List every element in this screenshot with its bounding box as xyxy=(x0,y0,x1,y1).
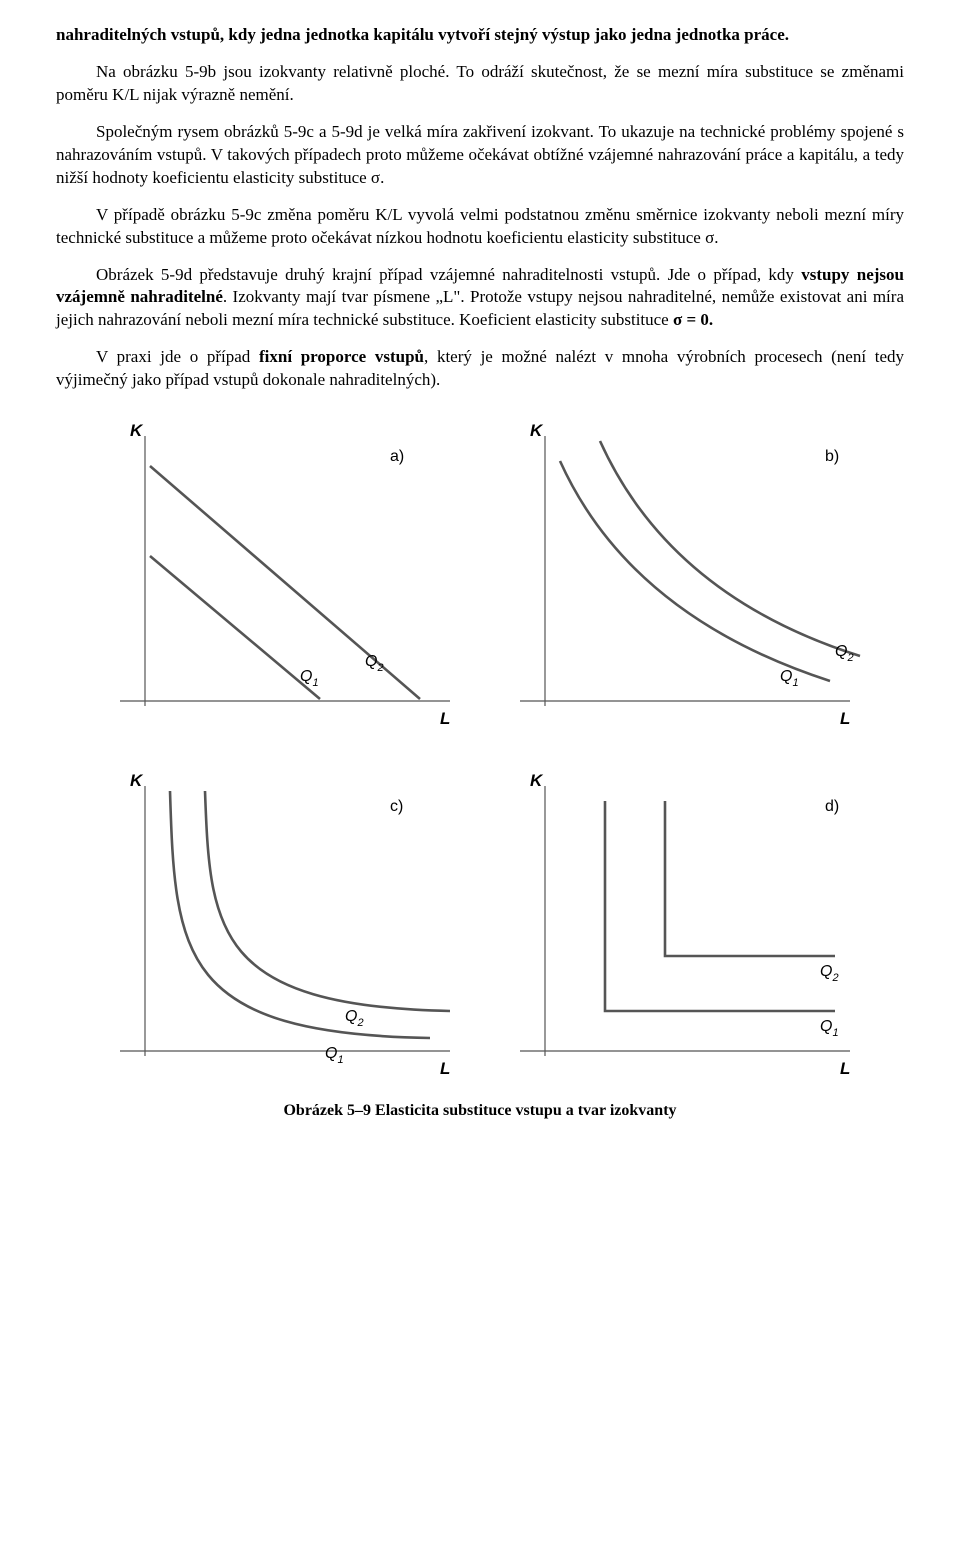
svg-text:K: K xyxy=(130,771,144,790)
panel-b-label: b) xyxy=(825,448,839,465)
p6-bold: fixní proporce vstupů xyxy=(259,347,424,366)
paragraph-5: Obrázek 5-9d představuje druhý krajní př… xyxy=(56,264,904,333)
panel-a-label: a) xyxy=(390,448,404,465)
figure-panel-c: K L c) Q1 Q2 xyxy=(90,756,470,1096)
axis-l-label: L xyxy=(440,709,450,728)
svg-text:K: K xyxy=(530,771,544,790)
panel-d-label: d) xyxy=(825,798,839,815)
svg-text:Q1: Q1 xyxy=(780,668,799,689)
figure-row-1: K L a) Q1 Q2 K L b) Q1 Q2 xyxy=(56,406,904,746)
svg-text:L: L xyxy=(840,1059,850,1078)
figure-panel-b: K L b) Q1 Q2 xyxy=(490,406,870,746)
p1-bold: nahraditelných vstupů, kdy jedna jednotk… xyxy=(56,25,789,44)
figure-row-2: K L c) Q1 Q2 K L d) Q1 Q2 xyxy=(56,756,904,1096)
svg-text:Q2: Q2 xyxy=(835,643,854,664)
figure-panel-a: K L a) Q1 Q2 xyxy=(90,406,470,746)
svg-text:K: K xyxy=(530,421,544,440)
paragraph-2: Na obrázku 5-9b jsou izokvanty relativně… xyxy=(56,61,904,107)
svg-text:Q2: Q2 xyxy=(365,653,384,674)
panel-c-label: c) xyxy=(390,798,403,815)
paragraph-3: Společným rysem obrázků 5-9c a 5-9d je v… xyxy=(56,121,904,190)
svg-text:L: L xyxy=(840,709,850,728)
svg-text:Q1: Q1 xyxy=(325,1045,344,1066)
figure-caption: Obrázek 5–9 Elasticita substituce vstupu… xyxy=(56,1100,904,1122)
svg-text:L: L xyxy=(440,1059,450,1078)
paragraph-4: V případě obrázku 5-9c změna poměru K/L … xyxy=(56,204,904,250)
axis-k-label: K xyxy=(130,421,144,440)
p5-bold2: σ = 0. xyxy=(673,310,713,329)
figure-panel-d: K L d) Q1 Q2 xyxy=(490,756,870,1096)
svg-text:Q2: Q2 xyxy=(820,963,839,984)
svg-text:Q1: Q1 xyxy=(820,1018,839,1039)
paragraph-1: nahraditelných vstupů, kdy jedna jednotk… xyxy=(56,24,904,47)
paragraph-6: V praxi jde o případ fixní proporce vstu… xyxy=(56,346,904,392)
svg-text:Q2: Q2 xyxy=(345,1008,364,1029)
